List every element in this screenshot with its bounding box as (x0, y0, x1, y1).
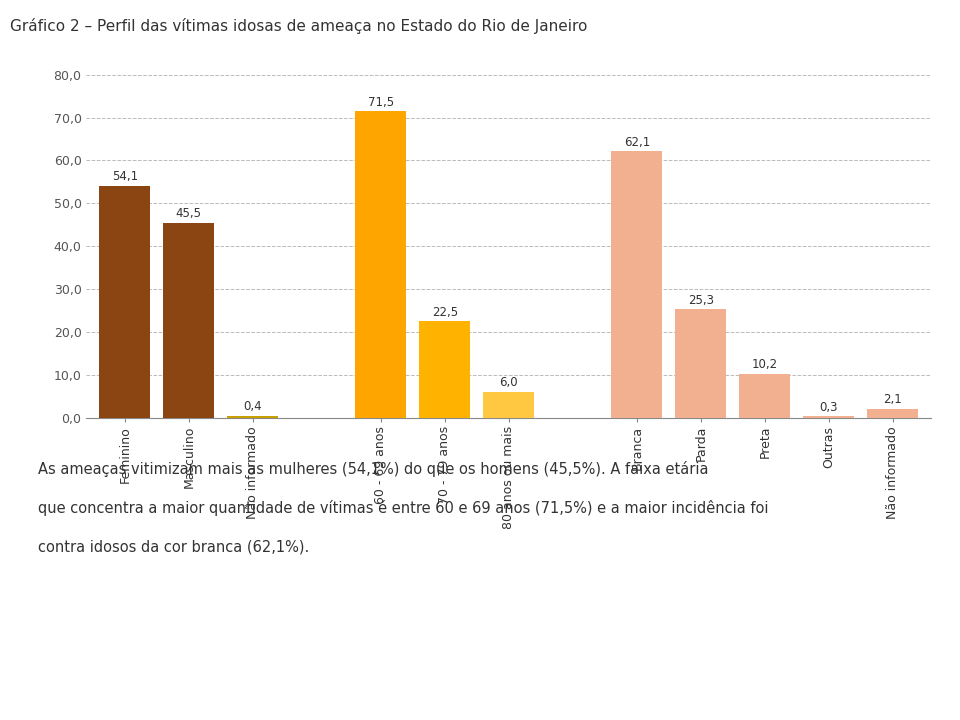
Bar (612, 151, 662, 418)
Bar (675, 309, 727, 418)
Text: 0,3: 0,3 (820, 401, 838, 414)
Bar (420, 321, 470, 418)
Text: 0,4: 0,4 (244, 400, 262, 413)
Bar (99, 186, 151, 418)
Text: que concentra a maior quantidade de vítimas é entre 60 e 69 anos (71,5%) e a mai: que concentra a maior quantidade de víti… (38, 500, 769, 516)
Text: Gráfico 2 – Perfil das vítimas idosas de ameaça no Estado do Rio de Janeiro: Gráfico 2 – Perfil das vítimas idosas de… (10, 18, 587, 34)
Text: 71,5: 71,5 (368, 96, 394, 109)
Bar (228, 416, 278, 418)
Text: 54,1: 54,1 (111, 170, 138, 183)
Text: 2,1: 2,1 (883, 393, 902, 406)
Text: As ameaças vitimizam mais as mulheres (54,1%) do que os homens (45,5%). A faixa : As ameaças vitimizam mais as mulheres (5… (38, 461, 708, 477)
Bar (355, 111, 406, 418)
Bar (867, 409, 919, 418)
Bar (163, 222, 214, 418)
Bar (483, 392, 535, 418)
Text: 25,3: 25,3 (687, 294, 714, 307)
Text: 10,2: 10,2 (752, 359, 778, 372)
Bar (739, 374, 790, 418)
Text: 22,5: 22,5 (432, 305, 458, 318)
Text: 6,0: 6,0 (499, 377, 518, 390)
Text: contra idosos da cor branca (62,1%).: contra idosos da cor branca (62,1%). (38, 540, 310, 555)
Text: 45,5: 45,5 (176, 207, 202, 220)
Text: 62,1: 62,1 (624, 136, 650, 149)
Bar (804, 416, 854, 418)
